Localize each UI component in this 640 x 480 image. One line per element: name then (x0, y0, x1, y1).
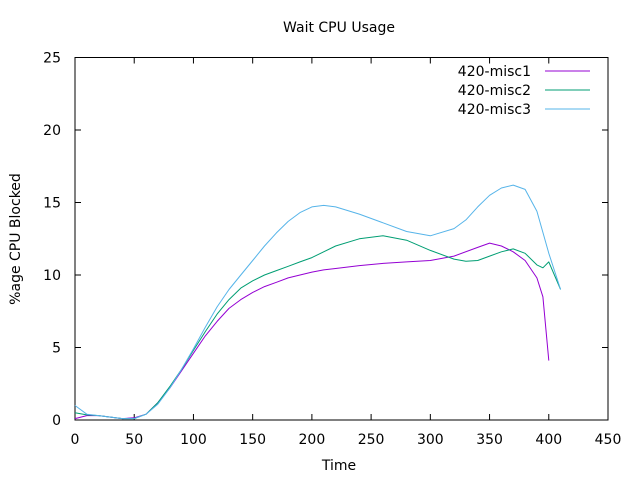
axis-ticks: 0 50 100 150 200 250 300 350 400 450 0 5 10 15 20 25 (43, 51, 621, 449)
series-line-420-misc2 (74, 235, 562, 420)
x-tick-label: 150 (239, 432, 266, 448)
series-line-420-misc1 (74, 242, 550, 420)
legend-label: 420-misc1 (458, 64, 531, 80)
series-line-420-misc3 (74, 184, 562, 420)
series-lines (74, 184, 562, 420)
y-axis-title: %age CPU Blocked (8, 173, 24, 305)
y-tick-label: 15 (43, 196, 61, 212)
x-tick-label: 50 (125, 432, 143, 448)
x-tick-label: 0 (71, 432, 80, 448)
x-axis-title: Time (321, 458, 356, 474)
x-tick-label: 350 (476, 432, 503, 448)
x-tick-label: 100 (180, 432, 207, 448)
x-tick-label: 200 (299, 432, 326, 448)
y-tick-label: 10 (43, 268, 61, 284)
legend-label: 420-misc3 (458, 102, 531, 118)
y-tick-label: 25 (43, 51, 61, 67)
x-tick-label: 450 (595, 432, 622, 448)
chart-title: Wait CPU Usage (283, 20, 395, 36)
y-tick-label: 0 (52, 413, 61, 429)
x-tick-label: 300 (417, 432, 444, 448)
legend-label: 420-misc2 (458, 83, 531, 99)
x-tick-label: 250 (358, 432, 385, 448)
y-tick-label: 5 (52, 341, 61, 357)
y-tick-label: 20 (43, 123, 61, 139)
x-tick-label: 400 (535, 432, 562, 448)
legend: 420-misc1 420-misc2 420-misc3 (458, 64, 590, 118)
plot-frame (74, 57, 609, 421)
